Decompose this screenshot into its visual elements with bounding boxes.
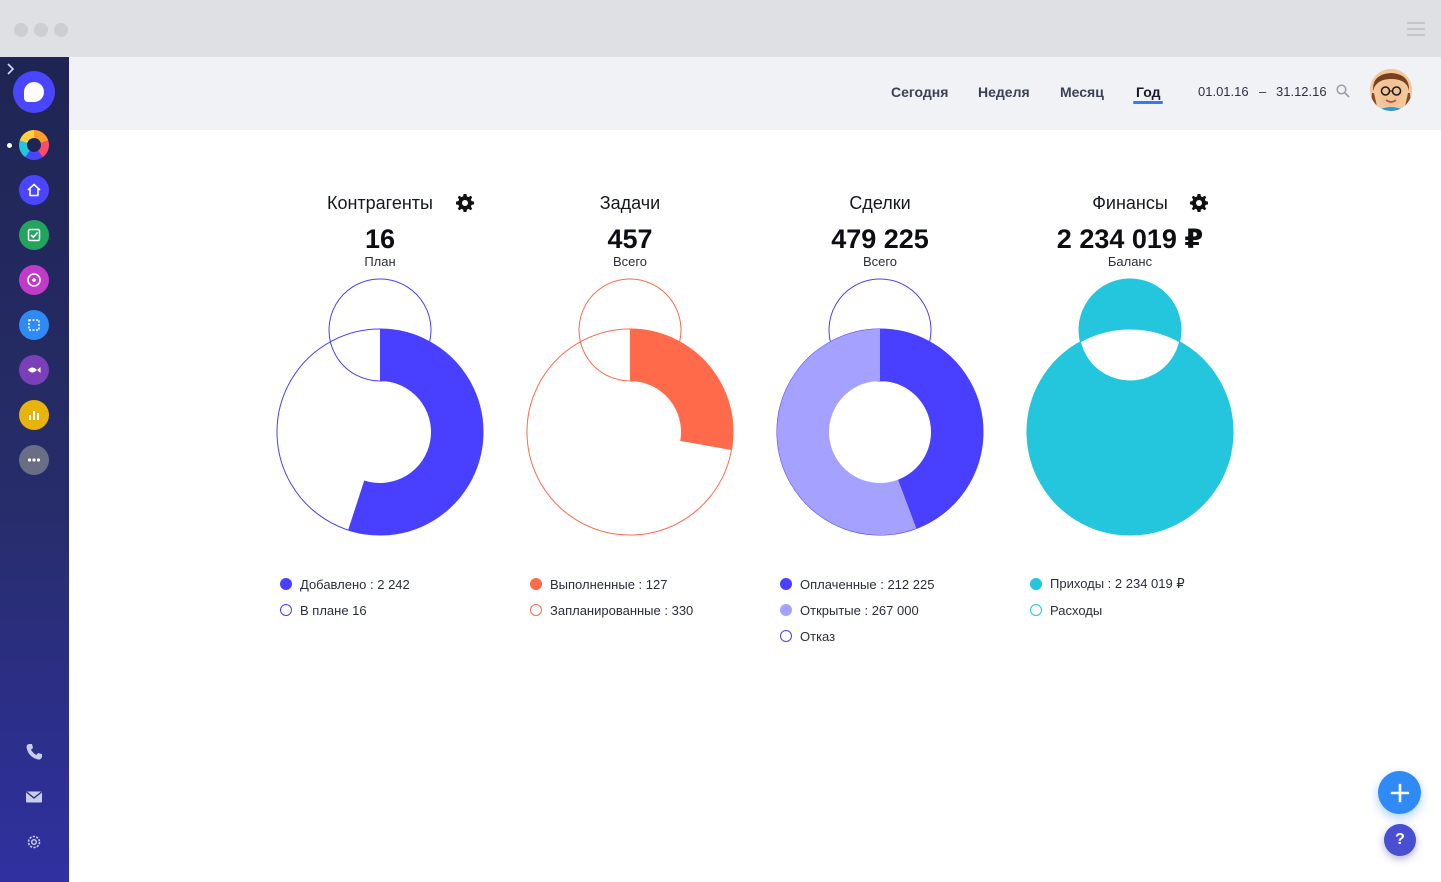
sidebar-app-more[interactable] <box>19 445 49 475</box>
counterparties-settings-gear-icon[interactable] <box>455 193 475 213</box>
donut-chart-counterparties[interactable] <box>275 278 485 537</box>
card-value-tasks: 457 <box>607 224 653 254</box>
legend-label: Выполненные : 127 <box>550 576 668 592</box>
card-sub-finance: Баланс <box>1107 254 1153 269</box>
legend-filled-dot <box>780 578 792 590</box>
user-avatar[interactable] <box>1370 69 1412 111</box>
more-dots-icon <box>27 458 41 462</box>
card-value-deals: 479 225 <box>831 224 929 254</box>
date-range-separator: – <box>1259 84 1267 99</box>
legend-item[interactable]: Оплаченные : 212 225 <box>780 574 934 594</box>
donut-slice-Добавлено[interactable] <box>348 329 483 535</box>
tasks-check-icon <box>27 228 41 242</box>
plus-icon <box>1390 783 1409 802</box>
sidebar-app-home[interactable] <box>19 175 49 205</box>
card-value-counterparties: 16 <box>364 224 396 254</box>
legend-label: Приходы : 2 234 019 ₽ <box>1050 576 1185 591</box>
card-sub-tasks: Всего <box>612 254 648 269</box>
legend-outline-dot <box>780 630 792 642</box>
active-tab-underline <box>1133 101 1163 104</box>
legend-label: Оплаченные : 212 225 <box>800 576 935 592</box>
sidebar-app-tasks[interactable] <box>19 220 49 250</box>
analytics-wheel-icon <box>27 138 41 152</box>
add-button[interactable] <box>1378 771 1421 814</box>
date-range-from[interactable]: 01.01.16 <box>1198 84 1249 99</box>
donut-slice-Открытые[interactable] <box>777 329 917 535</box>
tab-month[interactable]: Месяц <box>1060 84 1104 100</box>
search-icon[interactable] <box>1335 83 1351 99</box>
window-close-dot[interactable] <box>14 23 28 37</box>
legend-filled-dot <box>530 578 542 590</box>
legend-filled-dot <box>780 604 792 616</box>
legend-filled-dot <box>280 578 292 590</box>
phone-icon <box>26 744 42 760</box>
legend-outline-dot <box>1030 604 1042 616</box>
legend-label: В плане 16 <box>300 602 367 618</box>
legend-filled-dot <box>1030 578 1042 590</box>
card-value-finance: 2 234 019 ₽ <box>1056 224 1204 254</box>
card-sub-counterparties: План <box>364 254 396 269</box>
sidebar <box>0 57 69 882</box>
active-indicator <box>7 143 12 148</box>
legend-item[interactable]: Расходы <box>1030 600 1102 620</box>
sidebar-app-select[interactable] <box>19 310 49 340</box>
legend-label: Расходы <box>1050 602 1103 618</box>
legend-item[interactable]: Добавлено : 2 242 <box>280 574 410 594</box>
card-title-tasks: Задачи <box>599 193 661 213</box>
sidebar-app-fish[interactable] <box>19 355 49 385</box>
donut-chart-tasks[interactable] <box>525 278 735 537</box>
legend-item[interactable]: Приходы : 2 234 019 ₽ <box>1030 574 1185 594</box>
donut-chart-finance[interactable] <box>1025 278 1235 537</box>
tab-today[interactable]: Сегодня <box>891 84 949 100</box>
legend-label: Отказ <box>800 628 836 644</box>
legend-item[interactable]: Открытые : 267 000 <box>780 600 919 620</box>
donut-slice-Оплаченные[interactable] <box>880 329 983 529</box>
sidebar-app-reports[interactable] <box>19 400 49 430</box>
legend-label: Добавлено : 2 242 <box>300 576 410 592</box>
sidebar-settings[interactable] <box>23 831 45 853</box>
sidebar-app-target[interactable] <box>19 265 49 295</box>
date-range-to[interactable]: 31.12.16 <box>1276 84 1327 99</box>
donut-slice-Выполненные[interactable] <box>630 329 733 451</box>
window-titlebar <box>0 0 1441 57</box>
target-icon <box>27 273 41 287</box>
settings-gear-icon <box>27 835 41 849</box>
card-title-finance: Финансы <box>1092 193 1168 213</box>
chevron-right-icon[interactable] <box>5 63 17 75</box>
sidebar-app-analytics[interactable] <box>19 130 49 160</box>
donut-slice-Приходы[interactable] <box>1026 279 1233 535</box>
finance-settings-gear-icon[interactable] <box>1189 193 1209 213</box>
legend-item[interactable]: Выполненные : 127 <box>530 574 667 594</box>
hamburger-menu-icon[interactable] <box>1407 22 1425 36</box>
top-bar: Сегодня Неделя Месяц Год 01.01.16 – 31.1… <box>69 57 1441 130</box>
legend-label: Запланированные : 330 <box>550 602 694 618</box>
mail-icon <box>26 791 42 803</box>
chat-bubble-icon <box>24 82 44 102</box>
legend-outline-dot <box>280 604 292 616</box>
card-title-deals: Сделки <box>849 193 911 213</box>
user-portrait-image <box>1370 69 1412 111</box>
app-logo[interactable] <box>13 71 55 113</box>
legend-outline-dot <box>530 604 542 616</box>
tab-week[interactable]: Неделя <box>978 84 1030 100</box>
help-button[interactable]: ? <box>1384 824 1416 856</box>
sidebar-mail[interactable] <box>23 786 45 808</box>
card-sub-deals: Всего <box>862 254 898 269</box>
card-title-counterparties: Контрагенты <box>326 193 433 213</box>
sidebar-phone[interactable] <box>23 741 45 763</box>
legend-item[interactable]: Отказ <box>780 626 835 646</box>
legend-item[interactable]: Запланированные : 330 <box>530 600 693 620</box>
bar-chart-icon <box>29 411 39 420</box>
legend-item[interactable]: В плане 16 <box>280 600 367 620</box>
fish-icon <box>28 367 41 373</box>
donut-chart-deals[interactable] <box>775 278 985 537</box>
select-area-icon <box>28 319 40 331</box>
legend-label: Открытые : 267 000 <box>800 602 919 618</box>
home-icon <box>27 183 41 197</box>
window-maximize-dot[interactable] <box>54 23 68 37</box>
window-minimize-dot[interactable] <box>34 23 48 37</box>
tab-year[interactable]: Год <box>1136 84 1161 100</box>
